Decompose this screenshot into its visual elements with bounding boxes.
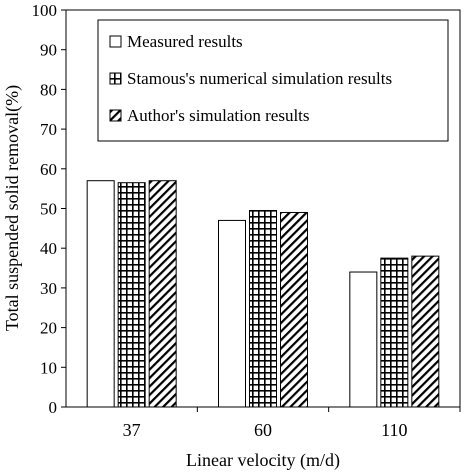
legend-box [97,19,449,142]
legend-swatch-grid [109,72,122,85]
y-tick-label: 0 [49,398,58,417]
legend-swatch-solid [109,35,122,48]
y-tick-label: 50 [40,200,57,219]
y-tick-label: 70 [40,120,57,139]
x-category-label: 110 [381,420,407,440]
y-axis-title: Total suspended solid removal(%) [2,85,23,331]
bars [86,180,440,408]
x-category-label: 37 [123,420,141,440]
y-tick-label: 30 [40,279,57,298]
legend-swatch-diagonal [109,109,122,122]
x-axis: 37 60 110 [123,407,461,440]
x-category-label: 60 [254,420,272,440]
bar-solid-110 [349,271,378,408]
bar-grid-60 [249,209,277,408]
y-tick-label: 90 [40,41,57,60]
y-tick-label: 80 [40,80,57,99]
bar-grid-110 [380,257,409,408]
y-tick-label: 10 [40,358,57,377]
y-tick-label: 20 [40,319,57,338]
y-tick-label: 100 [32,1,58,20]
bar-diagonal-60 [280,211,308,408]
y-axis: 0 10 20 30 40 50 60 70 80 90 100 [32,1,66,417]
y-tick-label: 40 [40,239,57,258]
x-axis-title: Linear velocity (m/d) [186,450,340,471]
bar-diagonal-37 [148,180,177,408]
y-tick-label: 60 [40,160,57,179]
legend-label: Stamous's numerical simulation results [127,69,392,88]
bar-solid-37 [86,180,115,408]
bar-grid-37 [117,182,146,408]
legend-label: Measured results [127,32,243,51]
bar-solid-60 [218,219,246,408]
bar-diagonal-110 [411,255,440,408]
legend-label: Author's simulation results [127,106,310,125]
legend: Measured results Stamous's numerical simu… [97,19,449,142]
